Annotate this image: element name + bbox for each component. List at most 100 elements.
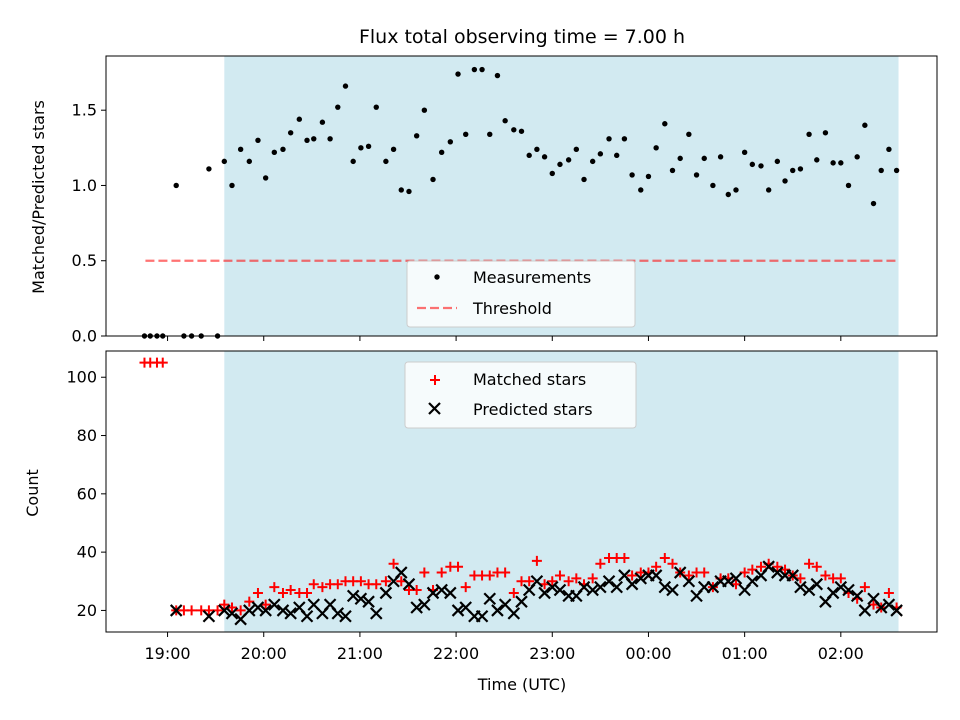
predicted-stars-point <box>802 583 816 597</box>
predicted-stars-point <box>243 604 256 617</box>
matched-stars-point <box>355 576 366 587</box>
predicted-stars-point <box>410 601 423 614</box>
matched-stars-point <box>571 573 582 584</box>
predicted-stars-point <box>444 586 457 600</box>
measurement-point <box>653 145 659 151</box>
predicted-stars-point <box>259 604 272 617</box>
matched-stars-point <box>203 605 214 616</box>
measurement-point <box>573 146 580 153</box>
predicted-stars-point <box>658 580 672 594</box>
matched-stars-point <box>619 552 630 563</box>
predicted-stars-point <box>546 580 559 594</box>
measurement-point <box>862 122 868 128</box>
measurement-point <box>790 167 796 174</box>
matched-stars-point <box>317 582 328 593</box>
predicted-stars-point <box>706 580 720 594</box>
measurement-point <box>870 200 877 207</box>
predicted-stars-point <box>435 583 448 597</box>
measurement-point <box>287 130 294 136</box>
predicted-stars-point <box>402 577 416 591</box>
measurement-point <box>797 166 804 172</box>
matched-stars-point <box>508 587 519 598</box>
predicted-stars-point <box>451 604 465 617</box>
measurement-point <box>206 166 212 172</box>
measurement-point <box>255 137 261 144</box>
measurement-point <box>614 152 620 159</box>
measurement-point <box>406 188 412 195</box>
measurement-point <box>669 167 676 174</box>
predicted-stars-point <box>850 589 864 603</box>
measurement-point <box>237 146 244 153</box>
predicted-stars-point <box>586 583 599 597</box>
x-tick-label: 21:00 <box>337 644 383 663</box>
measurement-point <box>541 154 548 160</box>
matched-stars-point <box>157 357 168 368</box>
predicted-stars-point <box>762 560 775 573</box>
legend-matched-label: Matched stars <box>473 370 586 389</box>
bottom-y-axis-label: Count <box>23 469 42 517</box>
matched-stars-point <box>554 570 565 581</box>
measurement-point <box>463 131 469 137</box>
bottom-y-tick-label: 80 <box>77 426 97 445</box>
x-axis-label: Time (UTC) <box>477 675 566 694</box>
legend-threshold-label: Threshold <box>472 299 552 318</box>
measurement-point <box>878 167 884 174</box>
measurement-point <box>893 167 900 174</box>
predicted-stars-point <box>530 575 544 588</box>
matched-stars-point <box>659 552 670 563</box>
predicted-stars-point <box>729 572 743 585</box>
predicted-stars-point <box>682 575 696 588</box>
measurement-point <box>246 158 253 165</box>
top-y-axis-label: Matched/Predicted stars <box>29 100 48 294</box>
bottom-y-tick-label: 40 <box>77 543 97 562</box>
top-y-tick-label: 1.5 <box>72 101 97 120</box>
measurement-point <box>830 160 836 166</box>
measurement-point <box>589 158 596 165</box>
measurement-point <box>487 131 493 137</box>
predicted-stars-point <box>379 586 393 600</box>
measurement-point <box>430 176 436 183</box>
measurement-point <box>686 131 692 137</box>
predicted-stars-point <box>771 566 784 579</box>
measurement-point <box>621 136 628 142</box>
measurement-point <box>845 182 852 189</box>
measurement-point <box>494 72 501 79</box>
measurement-point <box>383 158 389 165</box>
matched-stars-point <box>302 587 313 598</box>
matched-stars-point <box>419 567 430 578</box>
measurement-point <box>262 175 269 181</box>
measurement-point <box>549 170 555 177</box>
predicted-stars-point <box>610 580 623 594</box>
measurement-point <box>854 154 860 160</box>
bottom-y-tick-label: 20 <box>77 601 97 620</box>
measurement-point <box>557 161 563 168</box>
predicted-stars-point <box>169 604 183 617</box>
legend-measurements-marker <box>434 274 440 280</box>
predicted-stars-point <box>649 569 663 582</box>
measurement-point <box>421 107 428 113</box>
measurement-point <box>782 178 788 184</box>
measurement-point <box>886 146 892 153</box>
measurement-point <box>733 187 739 193</box>
predicted-stars-point <box>602 575 616 588</box>
measurement-point <box>749 161 756 168</box>
measurement-point <box>350 158 356 165</box>
predicted-stars-point <box>276 604 290 617</box>
legend-matched-marker <box>430 375 440 385</box>
bottom-y-tick-label: 100 <box>66 368 97 387</box>
measurement-point <box>173 182 179 189</box>
measurement-point <box>296 116 303 122</box>
measurement-point <box>597 151 604 157</box>
measurement-point <box>221 158 228 165</box>
measurement-point <box>710 182 716 189</box>
predicted-stars-point <box>483 592 497 606</box>
measurement-point <box>717 154 724 160</box>
x-tick-label: 23:00 <box>529 644 575 663</box>
matched-stars-point <box>627 570 638 581</box>
top-legend-box <box>406 260 636 328</box>
top-y-tick-label: 0.5 <box>72 251 97 270</box>
predicted-stars-point <box>577 580 591 594</box>
measurement-point <box>814 157 820 163</box>
matched-stars-point <box>484 570 495 581</box>
matched-stars-point <box>285 585 296 596</box>
